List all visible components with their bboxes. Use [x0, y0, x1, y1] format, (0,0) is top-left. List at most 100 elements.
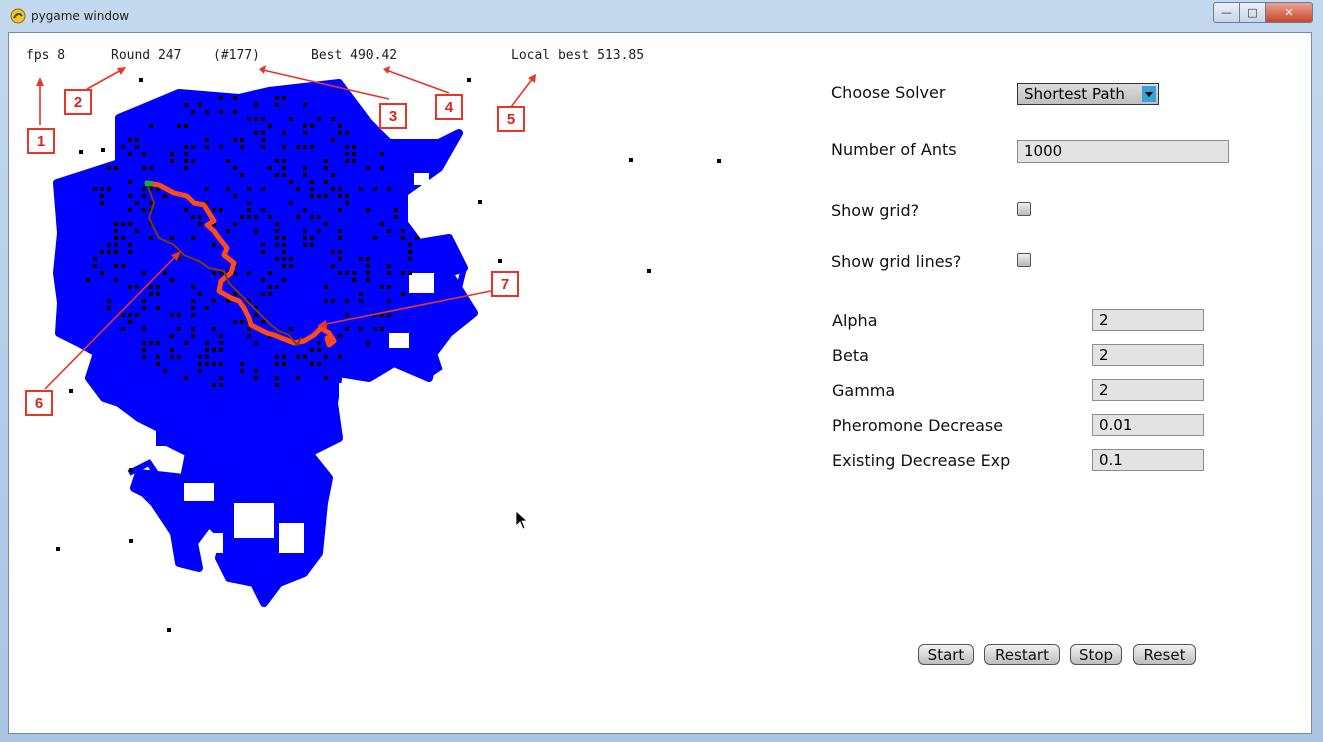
obstacle-cell [128, 285, 132, 289]
best-score: Best 490.42 [311, 48, 398, 63]
minimize-button[interactable]: — [1213, 2, 1240, 23]
obstacle-cell [142, 166, 146, 170]
obstacle-cell [275, 257, 279, 261]
reset-button[interactable]: Reset [1133, 644, 1196, 665]
stop-button[interactable]: Stop [1070, 644, 1122, 665]
obstacle-cell [149, 201, 153, 205]
simulation-canvas[interactable] [9, 33, 809, 673]
obstacle-cell [233, 138, 237, 142]
obstacle-cell [268, 124, 272, 128]
alpha-input[interactable]: 2 [1092, 309, 1204, 331]
obstacle-cell [303, 166, 307, 170]
restart-button[interactable]: Restart [984, 644, 1060, 665]
obstacle-cell [282, 166, 286, 170]
obstacle-cell [184, 145, 188, 149]
obstacle-cell [240, 320, 244, 324]
pheromone-trail-region [53, 79, 478, 607]
obstacle-cell [310, 187, 314, 191]
obstacle-cell [205, 348, 209, 352]
obstacle-cell [380, 222, 384, 226]
obstacle-cell [156, 362, 160, 366]
obstacle-cell [324, 194, 328, 198]
obstacle-cell [156, 355, 160, 359]
pheromone-decrease-input[interactable]: 0.01 [1092, 414, 1204, 436]
obstacle-cell [170, 159, 174, 163]
show-grid-lines-checkbox[interactable] [1017, 253, 1031, 267]
obstacle-cell [212, 271, 216, 275]
obstacle-cell [366, 341, 370, 345]
obstacle-cell [205, 355, 209, 359]
obstacle-cell [317, 341, 321, 345]
obstacle-cell [205, 362, 209, 366]
obstacle-cell [338, 334, 342, 338]
obstacle-cell [345, 271, 349, 275]
obstacle-cell [247, 299, 251, 303]
obstacle-cell [198, 103, 202, 107]
obstacle-cell [233, 194, 237, 198]
close-button[interactable]: ✕ [1266, 2, 1313, 23]
obstacle-cell [149, 292, 153, 296]
obstacle-cell [261, 208, 265, 212]
obstacle-cells [56, 78, 721, 632]
obstacle-cell [219, 383, 223, 387]
obstacle-cell [114, 236, 118, 240]
obstacle-cell [324, 159, 328, 163]
obstacle-cell [128, 313, 132, 317]
chevron-down-icon[interactable] [1142, 86, 1156, 102]
obstacle-cell [142, 327, 146, 331]
obstacle-cell [163, 369, 167, 373]
obstacle-cell [240, 173, 244, 177]
obstacle-cell [79, 150, 83, 154]
obstacle-cell [317, 194, 321, 198]
maximize-button[interactable]: □ [1240, 2, 1266, 23]
show-grid-checkbox[interactable] [1017, 202, 1031, 216]
obstacle-cell [205, 201, 209, 205]
obstacle-cell [338, 187, 342, 191]
obstacle-cell [184, 166, 188, 170]
game-surface[interactable]: fps 8 Round 247 (#177) Best 490.42 Local… [8, 32, 1312, 734]
obstacle-cell [303, 236, 307, 240]
gamma-input[interactable]: 2 [1092, 379, 1204, 401]
obstacle-cell [247, 201, 251, 205]
beta-input[interactable]: 2 [1092, 344, 1204, 366]
obstacle-cell [303, 208, 307, 212]
obstacle-cell [254, 131, 258, 135]
show-grid-lines-label: Show grid lines? [831, 252, 962, 271]
obstacle-cell [170, 152, 174, 156]
obstacle-cell [93, 187, 97, 191]
obstacle-cell [275, 285, 279, 289]
solver-dropdown[interactable]: Shortest Path [1017, 83, 1159, 105]
existing-decrease-exp-input[interactable]: 0.1 [1092, 449, 1204, 471]
obstacle-cell [128, 320, 132, 324]
obstacle-cell [219, 362, 223, 366]
obstacle-cell [275, 376, 279, 380]
obstacle-cell [331, 117, 335, 121]
obstacle-cell [129, 468, 133, 472]
start-button[interactable]: Start [918, 644, 974, 665]
obstacle-cell [352, 152, 356, 156]
pygame-snake-icon [10, 8, 26, 24]
obstacle-cell [467, 78, 471, 82]
title-bar[interactable]: pygame window — □ ✕ [0, 0, 1323, 32]
obstacle-cell [156, 285, 160, 289]
obstacle-cell [121, 236, 125, 240]
obstacle-cell [331, 250, 335, 254]
obstacle-cell [282, 243, 286, 247]
obstacle-cell [275, 229, 279, 233]
ants-input[interactable]: 1000 [1017, 140, 1229, 163]
obstacle-cell [128, 222, 132, 226]
obstacle-cell [167, 628, 171, 632]
obstacle-cell [338, 131, 342, 135]
obstacle-cell [205, 138, 209, 142]
obstacle-cell [366, 278, 370, 282]
obstacle-cell [142, 355, 146, 359]
obstacle-cell [359, 187, 363, 191]
obstacle-cell [387, 264, 391, 268]
obstacle-cell [128, 250, 132, 254]
obstacle-cell [380, 166, 384, 170]
obstacle-cell [359, 299, 363, 303]
obstacle-cell [275, 236, 279, 240]
alpha-label: Alpha [832, 311, 878, 330]
obstacle-cell [324, 222, 328, 226]
trail-edge-fragments [127, 140, 467, 566]
